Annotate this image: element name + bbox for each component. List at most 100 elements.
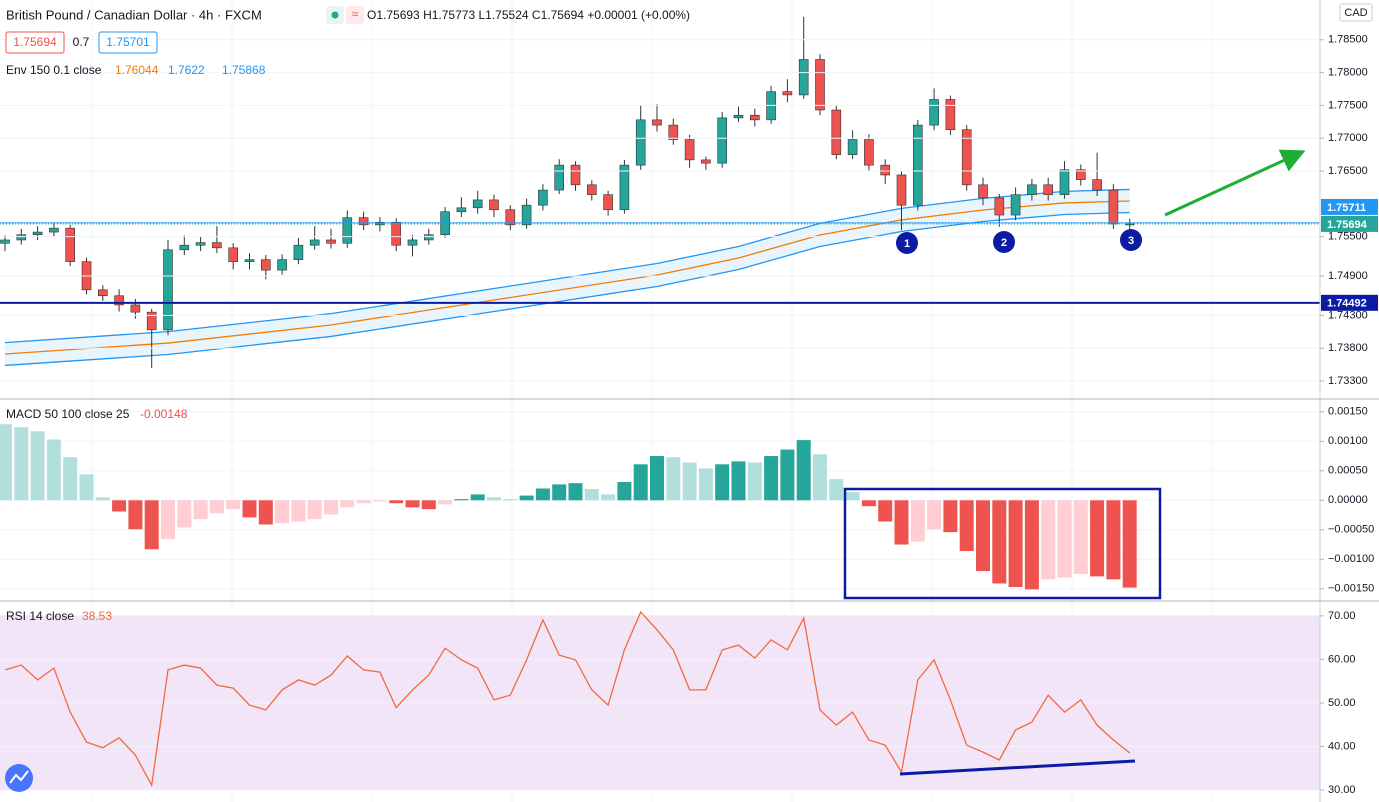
y-tick-label: 1.78000 [1328,66,1368,78]
candle-body [815,59,825,111]
candle-body [65,227,75,262]
histogram-bar [177,500,192,528]
y-tick-label: 70.00 [1328,610,1356,622]
marker-3: 3 [1120,229,1142,251]
histogram-bar [307,500,322,520]
price-label: 1.75711 [1327,202,1366,214]
envelope-value: 1.75868 [222,63,266,77]
candle-body [114,295,124,306]
ask-price: 1.75701 [106,35,150,49]
candle-body [945,99,956,130]
macd-value: -0.00148 [140,407,188,421]
candle-body [16,234,27,241]
histogram-bar [1024,500,1039,590]
y-tick-label: 50.00 [1328,697,1356,709]
candle-body [163,249,173,331]
candle-body [1010,194,1021,216]
ohlc-value: 1.75693 [376,8,420,22]
histogram-bar [161,500,175,540]
histogram-bar [0,424,12,501]
histogram-bar [780,449,795,501]
ask-box[interactable] [98,31,158,54]
histogram-bar [845,492,860,501]
candle-body [554,164,565,191]
histogram-bar [731,461,746,501]
histogram-bar [112,500,127,512]
histogram-bar [128,500,143,530]
histogram-bar [552,484,567,501]
histogram-bar [421,500,436,510]
spread: 0.7 [73,35,90,49]
histogram-bar [46,439,61,501]
bid-box[interactable] [5,31,65,54]
envelope-value: 1.76044 [115,63,159,77]
histogram-bar [764,456,779,501]
ohlc-value: 1.75694 [541,8,585,22]
histogram-bar [1041,500,1056,580]
histogram-bar [601,494,616,501]
candle-body [244,259,255,262]
envelope-value: 1.7622 [168,63,205,77]
candle-body [652,119,662,126]
y-tick-label: 60.00 [1328,653,1356,665]
candle-body [1059,169,1070,195]
candle-body [1108,189,1119,225]
candle-body [293,244,304,260]
rsi-value: 38.53 [82,609,112,623]
histogram-bar [63,457,78,501]
envelope-legend: Env 150 0.1 close [6,63,102,77]
candle-body [260,259,271,271]
trend-arrow [1164,149,1306,217]
histogram-bar [144,500,159,550]
candle-body [472,199,483,209]
envelope-line [4,200,1130,355]
histogram-bar [1106,500,1121,580]
candle-body [603,194,613,211]
candle-body [896,174,907,206]
histogram-bar [95,497,110,501]
y-tick-label: 0.00050 [1328,465,1368,477]
histogram-bar [405,500,420,508]
histogram-bar [747,462,762,501]
candle-body [782,91,793,96]
price-label-bg [1321,215,1378,232]
logo[interactable] [5,764,33,792]
histogram-bar [1090,500,1105,577]
y-tick-label: 0.00100 [1328,435,1368,447]
candle-body [847,139,858,155]
candle-body [98,289,108,297]
histogram-bar [927,500,942,530]
ohlc-prefix: C [532,8,541,22]
histogram-bar [487,497,501,501]
candle-body [1076,169,1086,180]
y-tick-label: 1.73800 [1328,342,1368,354]
candle-body [619,164,630,211]
histogram-bar [242,500,257,518]
candle-body [570,164,581,186]
candle-body [635,119,646,166]
candle-body [49,227,59,233]
y-tick-label: −0.00050 [1328,524,1374,536]
candle-body [701,159,711,164]
candle-body [326,239,336,244]
marker-2: 2 [993,231,1015,253]
histogram-bar [829,479,844,501]
candle-body [1124,223,1135,226]
y-tick-label: 1.74300 [1328,309,1368,321]
histogram-bar [617,482,632,501]
y-tick-label: 0.00150 [1328,406,1368,418]
histogram-bar [79,474,94,501]
candle-body [456,207,467,213]
currency-box[interactable] [1339,3,1373,22]
histogram-bar [894,500,909,545]
candle-body [1092,179,1102,191]
candle-body [179,244,190,251]
histogram-bar [878,500,893,522]
histogram-bar [356,500,371,504]
histogram-bar [1057,500,1072,578]
histogram-bar [910,500,925,542]
candle-body [749,114,760,121]
candle-body [521,204,532,226]
histogram-bar [1122,500,1137,588]
